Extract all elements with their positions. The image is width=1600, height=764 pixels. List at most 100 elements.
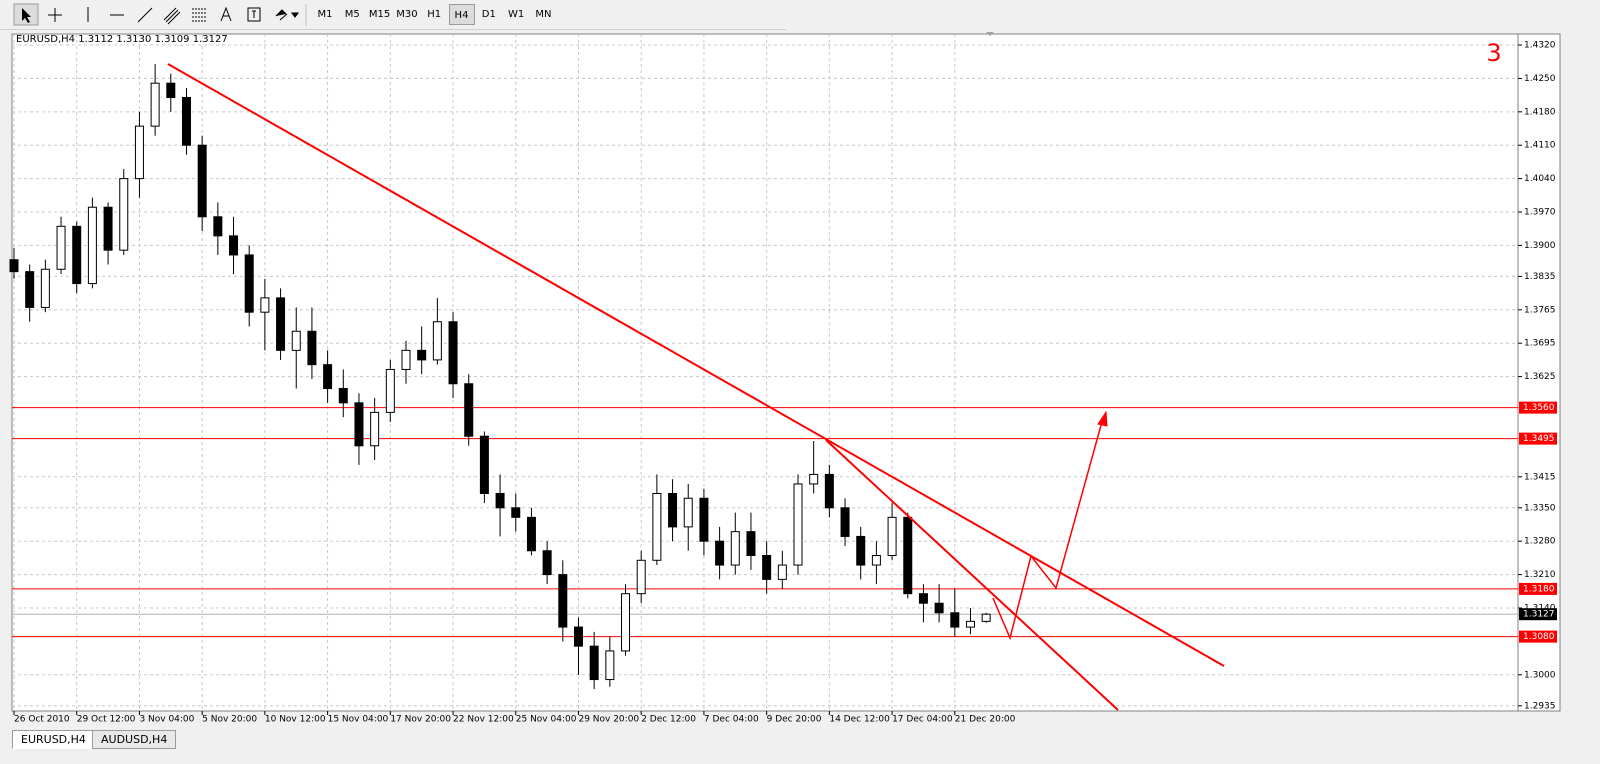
y-tick-label: 1.3835 bbox=[1524, 272, 1556, 282]
timeframe-button[interactable]: W1 bbox=[507, 9, 525, 20]
x-tick-label: 21 Dec 20:00 bbox=[955, 715, 1016, 725]
candle-body bbox=[542, 550, 552, 576]
candle-body bbox=[605, 650, 615, 681]
candle-body bbox=[448, 321, 458, 385]
candle-body bbox=[9, 259, 19, 273]
candle-body bbox=[150, 82, 160, 127]
candle-body bbox=[432, 321, 442, 361]
timeframe-button[interactable]: M5 bbox=[344, 9, 360, 20]
candle-body bbox=[730, 531, 740, 566]
bid-label: 1.3127 bbox=[1523, 610, 1555, 620]
x-tick-label: 29 Nov 20:00 bbox=[578, 715, 639, 725]
level-label: 1.3180 bbox=[1523, 584, 1555, 594]
candle-body bbox=[323, 364, 333, 390]
candle-body bbox=[903, 516, 913, 595]
candle-body bbox=[479, 435, 489, 494]
level-label: 1.3080 bbox=[1523, 632, 1555, 642]
candle-body bbox=[762, 555, 772, 580]
timeframe-button[interactable]: MN bbox=[535, 9, 552, 20]
candle-body bbox=[370, 411, 380, 447]
timeframe-button[interactable]: M15 bbox=[368, 9, 391, 20]
chart-tab[interactable]: AUDUSD,H4 bbox=[92, 730, 177, 749]
candle-body bbox=[134, 125, 144, 180]
candle-body bbox=[181, 96, 191, 146]
trendline bbox=[825, 439, 1119, 711]
candle-body bbox=[965, 620, 975, 628]
x-tick-label: 2 Dec 12:00 bbox=[641, 715, 696, 725]
candle-body bbox=[72, 225, 82, 285]
level-tag bbox=[1519, 401, 1557, 414]
candle-body bbox=[401, 349, 411, 370]
candle-body bbox=[589, 645, 599, 681]
fibo-button[interactable] bbox=[192, 8, 206, 22]
candle-body bbox=[746, 531, 756, 557]
cursor-icon bbox=[22, 8, 31, 23]
plot-area bbox=[11, 33, 1519, 712]
candle-body bbox=[511, 507, 521, 518]
drawing-tools bbox=[13, 3, 307, 26]
candle-body bbox=[119, 178, 129, 251]
level-label: 1.3560 bbox=[1523, 403, 1555, 413]
side-panel bbox=[1562, 30, 1600, 730]
candle-body bbox=[417, 349, 427, 361]
candle-body bbox=[260, 297, 270, 313]
y-tick-label: 1.4180 bbox=[1524, 107, 1556, 117]
candle-body bbox=[495, 492, 505, 509]
candle-body bbox=[354, 402, 364, 447]
chart: EURUSD,H4 1.3112 1.3130 1.3109 1.3127 3 … bbox=[0, 30, 1600, 730]
candle-body bbox=[558, 574, 568, 628]
candle-body bbox=[213, 216, 223, 237]
x-tick-label: 25 Nov 04:00 bbox=[516, 715, 577, 725]
y-tick-label: 1.4320 bbox=[1524, 41, 1556, 51]
y-tick-label: 1.3000 bbox=[1524, 670, 1556, 680]
analysis-drawings bbox=[167, 63, 1225, 711]
trendline bbox=[167, 63, 1225, 667]
arrows-button[interactable] bbox=[275, 9, 299, 21]
trendline-button[interactable] bbox=[137, 7, 153, 23]
candle-body bbox=[950, 612, 960, 628]
x-tick-label: 7 Dec 04:00 bbox=[704, 715, 759, 725]
chart-annotation: 3 bbox=[1486, 39, 1501, 67]
candle-body bbox=[668, 492, 678, 528]
candle-body bbox=[699, 497, 709, 542]
candle-body bbox=[621, 593, 631, 652]
crosshair-button[interactable] bbox=[48, 8, 62, 22]
levels bbox=[12, 407, 1518, 638]
timeframe-button[interactable]: M30 bbox=[396, 9, 418, 20]
label-icon bbox=[252, 10, 256, 18]
candle-body bbox=[652, 492, 662, 561]
candle-body bbox=[526, 516, 536, 552]
x-tick-label: 9 Dec 20:00 bbox=[767, 715, 822, 725]
candle-body bbox=[934, 602, 944, 614]
level-tag bbox=[1519, 582, 1557, 595]
candle-body bbox=[229, 235, 239, 256]
candle-body bbox=[777, 564, 787, 580]
x-tick-label: 22 Nov 12:00 bbox=[453, 715, 514, 725]
candle-body bbox=[840, 507, 850, 537]
level-label: 1.3495 bbox=[1523, 434, 1555, 444]
chart-tab[interactable]: EURUSD,H4 bbox=[12, 730, 95, 749]
y-tick-label: 1.3210 bbox=[1524, 570, 1556, 580]
timeframe-button[interactable]: H1 bbox=[427, 9, 442, 20]
candle-body bbox=[887, 516, 897, 557]
level-tag bbox=[1519, 432, 1557, 445]
y-tick-label: 1.3695 bbox=[1524, 339, 1556, 349]
candle-body bbox=[103, 206, 113, 251]
y-tick-label: 1.3280 bbox=[1524, 537, 1556, 547]
timeframe-button[interactable]: M1 bbox=[317, 9, 333, 20]
y-tick-label: 1.4250 bbox=[1524, 74, 1556, 84]
x-tick-label: 10 Nov 12:00 bbox=[265, 715, 326, 725]
candle-body bbox=[291, 330, 301, 351]
y-tick-label: 1.3415 bbox=[1524, 472, 1556, 482]
label-button[interactable] bbox=[247, 7, 261, 22]
y-tick-label: 1.4040 bbox=[1524, 174, 1556, 184]
x-tick-label: 5 Nov 20:00 bbox=[202, 715, 257, 725]
timeframe-button[interactable]: D1 bbox=[481, 9, 496, 20]
candle-body bbox=[636, 559, 646, 595]
timeframe-button[interactable]: H4 bbox=[448, 4, 475, 25]
candle-body bbox=[40, 268, 50, 308]
candle-body bbox=[166, 82, 176, 98]
candle-body bbox=[338, 388, 348, 404]
channel-button[interactable] bbox=[163, 7, 181, 25]
text-button[interactable] bbox=[220, 6, 232, 22]
